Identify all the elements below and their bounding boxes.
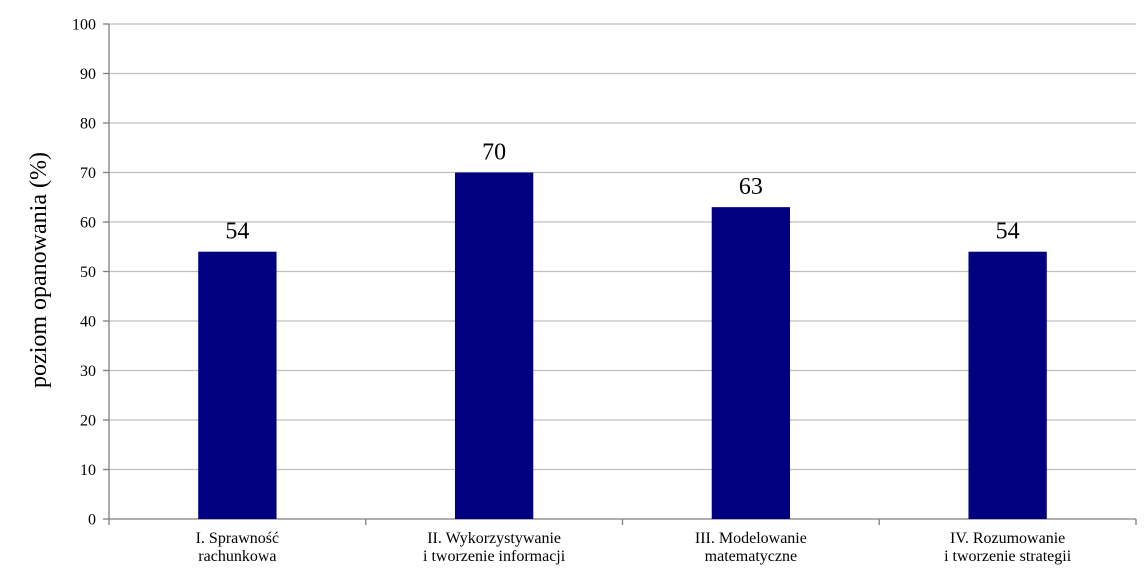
y-tick-label: 60 [80,215,96,232]
x-category-label: rachunkowa [198,548,276,565]
bar [968,251,1047,519]
data-labels: 54 70 63 54 [225,140,1019,245]
y-tick-label: 0 [88,512,96,529]
y-tick-label: 10 [80,462,96,479]
x-category-label: i tworzenie strategii [944,548,1072,565]
bar-value-label: 54 [225,219,249,245]
y-axis-title: poziom opanowania (%) [26,152,52,388]
bar-value-label: 54 [996,219,1020,245]
grid-lines [109,23,1136,471]
y-tick-label: 50 [80,264,96,281]
y-tick-label: 100 [72,17,96,34]
bar-value-label: 63 [739,174,763,200]
y-axis-ticks: 0 10 20 30 40 50 60 70 80 90 100 [72,17,109,529]
y-tick-label: 80 [80,116,96,133]
x-category-label: I. Sprawność [196,530,280,547]
x-category-label: III. Modelowanie [695,530,807,547]
y-tick-label: 40 [80,314,96,331]
bar [454,172,534,519]
bar [198,251,277,519]
y-tick-label: 20 [80,413,96,430]
x-category-label: matematyczne [705,548,797,565]
x-category-label: II. Wykorzystywanie [427,530,561,547]
y-tick-label: 90 [80,66,96,83]
bars [198,172,1047,519]
x-category-label: IV. Rozumowanie [950,530,1065,547]
y-tick-label: 30 [80,363,96,380]
x-category-label: i tworzenie informacji [423,548,566,565]
bar [711,207,791,519]
bar-value-label: 70 [482,140,506,166]
y-tick-label: 70 [80,165,96,182]
